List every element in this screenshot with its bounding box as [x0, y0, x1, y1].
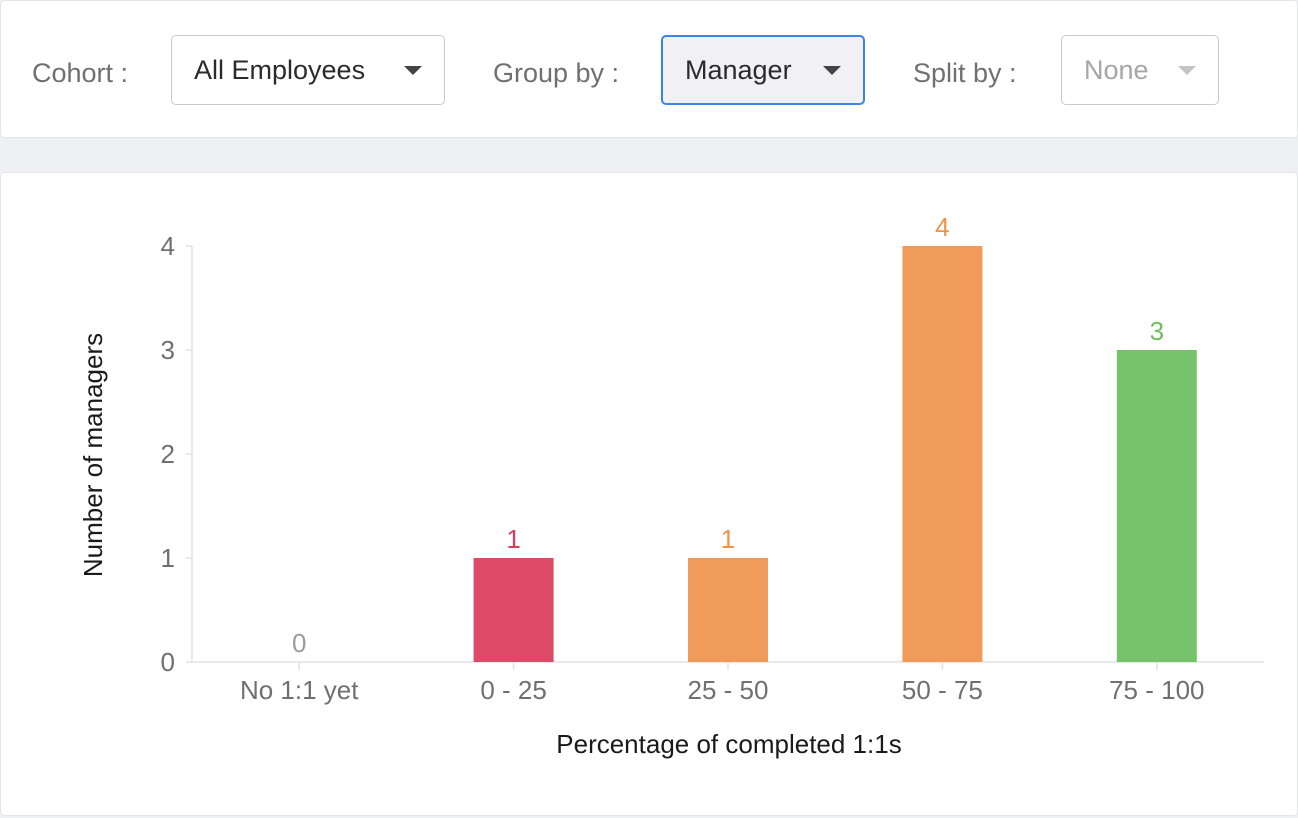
y-tick-label: 1: [161, 543, 175, 573]
bar-value-label: 4: [935, 212, 949, 242]
x-tick-label: 0 - 25: [480, 675, 547, 705]
chevron-down-icon: [404, 65, 422, 75]
bar[interactable]: [1116, 350, 1197, 662]
x-tick-label: 25 - 50: [688, 675, 769, 705]
chevron-down-icon: [823, 65, 841, 75]
chart-card: 0 1 2 3 4 No 1:1 yet 0 - 25 25 - 50 50 - 75 75 -…: [0, 172, 1298, 816]
y-tick-label: 2: [161, 439, 175, 469]
bar[interactable]: [473, 558, 554, 662]
bar[interactable]: [688, 558, 768, 662]
chevron-down-icon: [1178, 65, 1196, 75]
cohort-label: Cohort :: [32, 58, 129, 88]
bar-value-label: 3: [1150, 316, 1164, 346]
y-axis: 0 1 2 3 4: [161, 231, 193, 677]
x-tick-label: 50 - 75: [902, 675, 983, 705]
group-by-dropdown[interactable]: Manager: [661, 35, 865, 105]
split-by-label: Split by :: [913, 58, 1017, 88]
cohort-value: All Employees: [194, 54, 366, 85]
x-axis: No 1:1 yet 0 - 25 25 - 50 50 - 75 75 - 100: [192, 661, 1264, 705]
x-axis-title: Percentage of completed 1:1s: [556, 729, 901, 759]
y-axis-title: Number of managers: [78, 333, 108, 577]
bar[interactable]: [902, 246, 983, 662]
bar-value-label: 1: [721, 524, 735, 554]
split-by-dropdown[interactable]: None: [1061, 35, 1219, 105]
split-by-value: None: [1084, 54, 1149, 85]
bar-value-label: 1: [506, 524, 520, 554]
y-tick-label: 4: [161, 231, 175, 261]
bar-value-label: 0: [292, 628, 306, 658]
filter-bar: Cohort : All Employees Group by : Manage…: [0, 0, 1298, 138]
x-tick-label: No 1:1 yet: [240, 675, 359, 705]
y-tick-label: 0: [161, 647, 175, 677]
y-tick-label: 3: [161, 335, 175, 365]
bar-chart: 0 1 2 3 4 No 1:1 yet 0 - 25 25 - 50 50 - 75 75 -…: [78, 212, 1264, 759]
bars: [473, 246, 1197, 662]
group-by-value: Manager: [685, 54, 792, 85]
x-tick-label: 75 - 100: [1109, 675, 1204, 705]
bar-labels: 0 1 1 4 3: [292, 212, 1164, 658]
group-by-label: Group by :: [493, 58, 620, 88]
cohort-dropdown[interactable]: All Employees: [171, 35, 445, 105]
